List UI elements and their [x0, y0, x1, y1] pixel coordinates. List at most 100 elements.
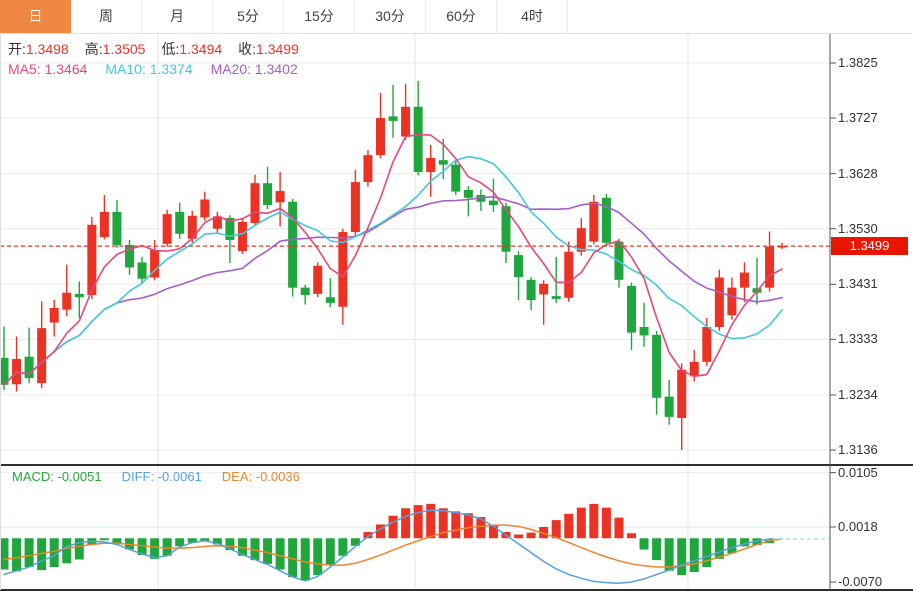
candle-body: [401, 106, 411, 137]
candle-body: [438, 160, 448, 165]
timeframe-tab-day[interactable]: 日: [0, 0, 71, 33]
current-price-badge: 1.3499: [831, 237, 908, 256]
quote-field-label: 低:: [161, 41, 180, 57]
timeframe-tabs: 日周月 5分 15分 30分 60分 4时: [0, 0, 913, 34]
candle-body: [87, 224, 97, 295]
candle-body: [49, 307, 59, 323]
candle-body: [777, 246, 787, 248]
candle-body: [539, 283, 549, 295]
macd-hist-bar: [627, 533, 636, 539]
macd-axis-tick: 0.0105: [838, 464, 878, 480]
macd-hist-bar: [24, 538, 34, 567]
macd-hist-bar: [614, 517, 624, 539]
candle-body: [62, 292, 72, 310]
macd-hist-bar: [12, 538, 22, 572]
macd-hist-bar: [288, 538, 298, 577]
candle-body: [237, 221, 247, 252]
main-axis-tick: 1.3530: [838, 220, 878, 236]
macd-hist-bar: [388, 515, 398, 539]
timeframe-tab-4hour[interactable]: 4时: [497, 0, 568, 33]
macd-legend: MACD: -0.0051 DIFF: -0.0061 DEA: -0.0036: [12, 469, 320, 484]
candle-body: [702, 326, 712, 362]
ma-legend-item: MA20: 1.3402: [210, 61, 298, 77]
timeframe-tab-30min[interactable]: 30分: [355, 0, 426, 33]
ma-legend-item: MA10: 1.3374: [105, 61, 193, 77]
main-axis-tick: 1.3333: [838, 331, 878, 347]
macd-hist-bar: [739, 538, 749, 547]
candle-body: [200, 199, 210, 218]
macd-hist-bar: [488, 524, 498, 539]
macd-hist-bar: [37, 538, 47, 571]
macd-hist-bar: [476, 517, 486, 539]
macd-hist-bar: [275, 538, 285, 570]
macd-hist-bar: [727, 538, 737, 554]
macd-hist-bar: [338, 538, 348, 556]
candle-body: [652, 334, 662, 398]
timeframe-tab-15min[interactable]: 15分: [284, 0, 355, 33]
candle-body: [212, 216, 222, 229]
main-axis-tick: 1.3431: [838, 276, 878, 292]
candle-body: [37, 328, 47, 384]
candle-body: [714, 277, 724, 327]
macd-hist-bar: [714, 538, 724, 559]
macd-hist-bar: [175, 538, 185, 547]
candle-body: [225, 218, 235, 240]
candle-body: [0, 357, 9, 385]
candle-body: [413, 106, 423, 172]
macd-hist-bar: [137, 538, 147, 556]
macd-hist-bar: [677, 538, 687, 576]
candle-body: [426, 157, 436, 172]
macd-hist-bar: [0, 538, 9, 570]
candle-body: [325, 297, 335, 303]
candle-body: [150, 250, 160, 278]
quote-field-label: 高:: [84, 41, 103, 57]
macd-hist-bar: [212, 538, 222, 545]
candle-body: [350, 182, 360, 233]
macd-hist-bar: [451, 511, 461, 539]
timeframe-tab-month[interactable]: 月: [142, 0, 213, 33]
macd-hist-bar: [313, 538, 323, 576]
quote-field-value: 1.3499: [256, 41, 299, 57]
timeframe-tab-60min[interactable]: 60分: [426, 0, 497, 33]
candle-body: [463, 189, 473, 198]
diff-line: [3, 509, 771, 585]
ma-legend: MA5: 1.3464 MA10: 1.3374 MA20: 1.3402: [8, 61, 316, 77]
ohlc-legend: 开:1.3498 高:1.3505 低:1.3494 收:1.3499: [8, 39, 315, 59]
quote-field-label: 收:: [238, 41, 257, 57]
candle-body: [627, 285, 636, 333]
macd-axis-tick: 0.0018: [838, 519, 878, 534]
macd-hist-bar: [576, 507, 586, 539]
candle-body: [601, 197, 611, 243]
candle-body: [112, 211, 122, 245]
timeframe-tab-week[interactable]: 周: [71, 0, 142, 33]
macd-hist-bar: [300, 538, 310, 581]
timeframe-tab-5min[interactable]: 5分: [213, 0, 284, 33]
dea-line: [3, 524, 783, 568]
macd-hist-bar: [551, 520, 561, 539]
macd-hist-bar: [187, 538, 197, 543]
macd-hist-bar: [601, 507, 611, 539]
candle-body: [526, 279, 536, 301]
candle-body: [551, 296, 561, 299]
candle-body: [125, 244, 134, 268]
candle-body: [24, 356, 34, 379]
macd-hist-bar: [263, 538, 273, 564]
macd-hist-bar: [514, 534, 524, 539]
ma5-line: [3, 133, 783, 386]
macd-hist-bar: [689, 538, 699, 572]
macd-hist-bar: [49, 538, 59, 567]
macd-hist-bar: [112, 538, 122, 544]
macd-hist-bar: [752, 538, 762, 546]
candle-body: [488, 200, 498, 206]
macd-hist-bar: [413, 505, 423, 539]
main-axis-tick: 1.3727: [838, 110, 878, 126]
candle-body: [338, 232, 348, 307]
macd-hist-bar: [664, 538, 674, 571]
macd-hist-bar: [162, 538, 172, 556]
macd-hist-bar: [363, 532, 373, 539]
candle-body: [363, 155, 373, 183]
candle-body: [288, 201, 298, 288]
candle-body: [300, 287, 310, 295]
